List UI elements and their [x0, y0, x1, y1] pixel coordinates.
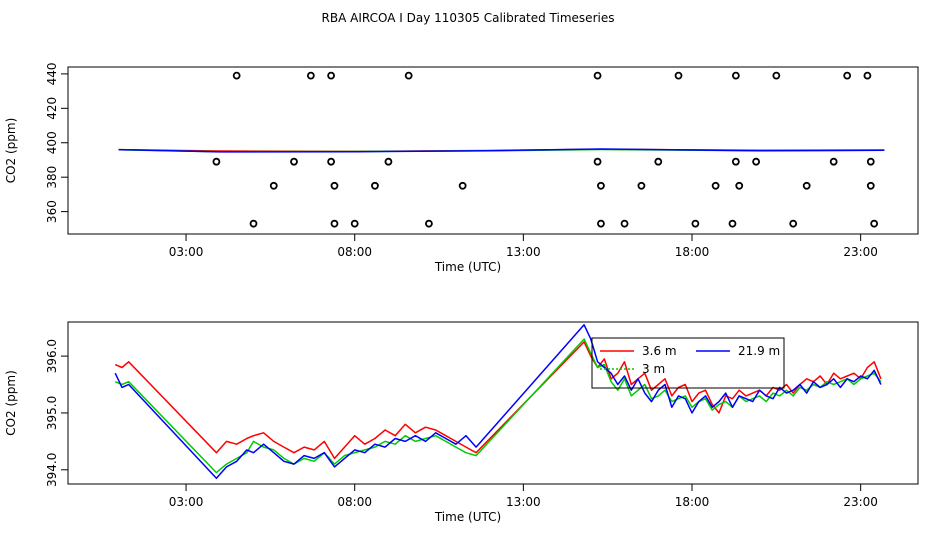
x-tick-label: 03:00 — [169, 495, 204, 509]
scatter-point — [829, 157, 838, 166]
scatter-point — [232, 71, 241, 80]
scatter-point — [327, 71, 335, 80]
scatter-point — [866, 181, 875, 190]
scatter-point — [674, 71, 683, 80]
chart-title: RBA AIRCOA I Day 110305 Calibrated Times… — [322, 11, 615, 25]
scatter-point — [654, 157, 663, 166]
x-tick-label: 03:00 — [169, 245, 204, 259]
scatter-point — [752, 157, 760, 166]
y-tick-label: 394.0 — [45, 453, 59, 487]
x-tick-label: 23:00 — [843, 495, 878, 509]
scatter-point — [290, 157, 298, 166]
scatter-point — [212, 157, 221, 166]
scatter-point — [735, 181, 744, 190]
x-tick-label: 08:00 — [337, 495, 372, 509]
y-tick-label: 396.0 — [45, 339, 59, 373]
scatter-point — [637, 181, 646, 190]
x-tick-label: 13:00 — [506, 245, 541, 259]
scatter-point — [371, 181, 379, 190]
x-axis-label: Time (UTC) — [434, 260, 501, 274]
x-axis-label: Time (UTC) — [434, 510, 501, 524]
legend-label: 3 m — [642, 362, 665, 376]
scatter-point — [425, 219, 433, 228]
legend-label: 21.9 m — [738, 344, 780, 358]
scatter-point — [843, 71, 852, 80]
y-tick-label: 440 — [45, 62, 59, 85]
x-tick-label: 13:00 — [506, 495, 541, 509]
y-axis-label: CO2 (ppm) — [4, 370, 18, 436]
top-panel: 03:00 08:00 13:00 18:00 23:00 360 380 400 420 440… — [4, 62, 919, 274]
scatter-point — [597, 181, 605, 190]
y-tick-label: 360 — [45, 200, 59, 223]
legend: 3.6 m 21.9 m 3 m — [591, 337, 785, 389]
scatter-point — [306, 71, 315, 80]
x-tick-label: 18:00 — [675, 245, 710, 259]
scatter-point — [620, 219, 629, 228]
scatter-point — [789, 219, 798, 228]
bottom-panel: 03:00 08:00 13:00 18:00 23:00 394.0 395.0 396.0… — [4, 321, 919, 524]
scatter-point — [863, 71, 872, 80]
series-line-1 — [114, 338, 882, 474]
x-tick-label: 08:00 — [337, 245, 372, 259]
series-line-2 — [114, 324, 882, 480]
y-axis-label: CO2 (ppm) — [4, 118, 18, 184]
scatter-point — [711, 181, 720, 190]
scatter-point — [728, 219, 737, 228]
scatter-point — [691, 219, 700, 228]
scatter-point — [802, 181, 811, 190]
y-tick-label: 400 — [45, 131, 59, 154]
legend-box — [591, 337, 785, 389]
scatter-point — [350, 219, 359, 228]
y-tick-label: 395.0 — [45, 396, 59, 430]
scatter-point — [731, 157, 740, 166]
scatter-point — [731, 71, 740, 80]
scatter-point — [384, 157, 393, 166]
scatter-point — [866, 157, 875, 166]
y-tick-label: 420 — [45, 97, 59, 120]
plot-frame — [67, 321, 919, 485]
series-line-0 — [114, 341, 882, 460]
scatter-point — [249, 219, 258, 228]
scatter-point — [597, 219, 605, 228]
y-tick-label: 380 — [45, 166, 59, 189]
scatter-point — [327, 157, 335, 166]
scatter-point — [404, 71, 413, 80]
scatter-point — [593, 71, 602, 80]
x-tick-label: 23:00 — [843, 245, 878, 259]
scatter-point — [593, 157, 602, 166]
series-line-2 — [118, 148, 885, 153]
scatter-point — [870, 219, 879, 228]
x-tick-label: 18:00 — [675, 495, 710, 509]
scatter-point — [772, 71, 781, 80]
scatter-point — [330, 181, 339, 190]
scatter-point — [458, 181, 467, 190]
legend-label: 3.6 m — [642, 344, 677, 358]
plot-frame — [67, 66, 919, 235]
scatter-point — [330, 219, 339, 228]
scatter-point — [269, 181, 278, 190]
